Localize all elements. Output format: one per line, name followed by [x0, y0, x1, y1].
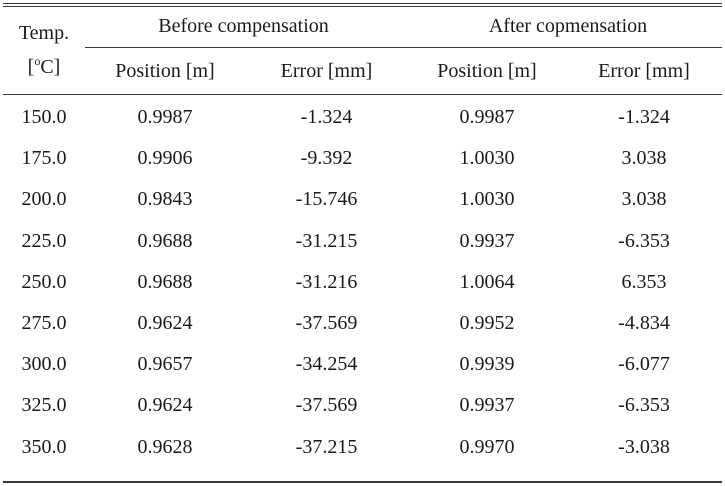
before-error-cell: -37.569: [295, 394, 358, 417]
before-position-cell: 0.9987: [137, 106, 193, 129]
table-row: 325.0 0.9624 -37.569 0.9937 -6.353: [3, 385, 722, 426]
table-row: 350.0 0.9628 -37.215 0.9970 -3.038: [3, 427, 722, 468]
after-error-cell: -6.353: [618, 229, 670, 252]
before-error-cell: -37.215: [295, 435, 358, 458]
after-error-cell: 3.038: [621, 147, 667, 170]
temperature-header: Temp. [oC]: [3, 5, 85, 95]
before-position-cell: 0.9843: [137, 188, 193, 211]
before-position-cell: 0.9628: [137, 435, 193, 458]
after-error-cell: 3.038: [621, 188, 667, 211]
temperature-unit-degree: o: [34, 53, 41, 68]
header-row-groups: Temp. [oC] Before compensation After cop…: [3, 5, 722, 95]
temperature-cell: 175.0: [21, 147, 67, 170]
before-error-cell: -9.392: [300, 147, 353, 170]
after-position-header: Position [m]: [408, 47, 566, 95]
after-error-header: Error [mm]: [566, 47, 722, 95]
table-row: 300.0 0.9657 -34.254 0.9939 -6.077: [3, 344, 722, 385]
before-error-header: Error [mm]: [245, 47, 408, 95]
compensation-table: Temp. [oC] Before compensation After cop…: [3, 5, 722, 468]
after-position-cell: 0.9952: [459, 312, 515, 335]
before-error-cell: -31.215: [295, 229, 358, 252]
temperature-cell: 350.0: [21, 435, 67, 458]
table-row: 275.0 0.9624 -37.569 0.9952 -4.834: [3, 303, 722, 344]
table-row: 200.0 0.9843 -15.746 1.0030 3.038: [3, 179, 722, 220]
after-position-cell: 1.0030: [459, 188, 515, 211]
after-error-cell: -6.077: [618, 353, 670, 376]
temperature-cell: 200.0: [21, 188, 67, 211]
after-error-cell: 6.353: [621, 270, 667, 293]
after-position-cell: 1.0030: [459, 147, 515, 170]
after-position-cell: 0.9987: [459, 106, 515, 129]
before-error-cell: -15.746: [295, 188, 358, 211]
before-error-cell: -31.216: [295, 270, 358, 293]
after-position-cell: 0.9970: [459, 435, 515, 458]
table-bottom-rule: [3, 481, 722, 483]
after-compensation-header: After copmensation: [408, 5, 722, 48]
before-position-cell: 0.9688: [137, 229, 193, 252]
before-error-cell: -1.324: [300, 106, 353, 129]
after-position-cell: 0.9939: [459, 353, 515, 376]
before-position-cell: 0.9906: [137, 147, 193, 170]
temperature-unit-rest: C]: [40, 55, 61, 78]
after-error-cell: -4.834: [618, 312, 670, 335]
temperature-label: Temp.: [18, 21, 70, 44]
before-error-cell: -37.569: [295, 312, 358, 335]
table-row: 250.0 0.9688 -31.216 1.0064 6.353: [3, 262, 722, 303]
temperature-cell: 150.0: [21, 106, 67, 129]
before-position-cell: 0.9657: [137, 353, 193, 376]
table-top-rule: [3, 3, 722, 4]
temperature-cell: 250.0: [21, 270, 67, 293]
table-row: 150.0 0.9987 -1.324 0.9987 -1.324: [3, 95, 722, 139]
after-error-cell: -3.038: [618, 435, 670, 458]
header-row-columns: Position [m] Error [mm] Position [m] Err…: [3, 47, 722, 95]
after-position-cell: 0.9937: [459, 394, 515, 417]
table-row: 175.0 0.9906 -9.392 1.0030 3.038: [3, 138, 722, 179]
after-position-cell: 1.0064: [459, 270, 515, 293]
after-position-cell: 0.9937: [459, 229, 515, 252]
temperature-cell: 325.0: [21, 394, 67, 417]
after-error-cell: -6.353: [618, 394, 670, 417]
temperature-unit-open: [: [27, 55, 35, 78]
temperature-cell: 275.0: [21, 312, 67, 335]
after-error-cell: -1.324: [618, 106, 670, 129]
temperature-cell: 300.0: [21, 353, 67, 376]
temperature-cell: 225.0: [21, 229, 67, 252]
before-position-cell: 0.9624: [137, 394, 193, 417]
before-compensation-header: Before compensation: [85, 5, 408, 48]
before-position-cell: 0.9688: [137, 270, 193, 293]
before-position-cell: 0.9624: [137, 312, 193, 335]
before-position-header: Position [m]: [85, 47, 245, 95]
before-error-cell: -34.254: [295, 353, 358, 376]
table-row: 225.0 0.9688 -31.215 0.9937 -6.353: [3, 221, 722, 262]
